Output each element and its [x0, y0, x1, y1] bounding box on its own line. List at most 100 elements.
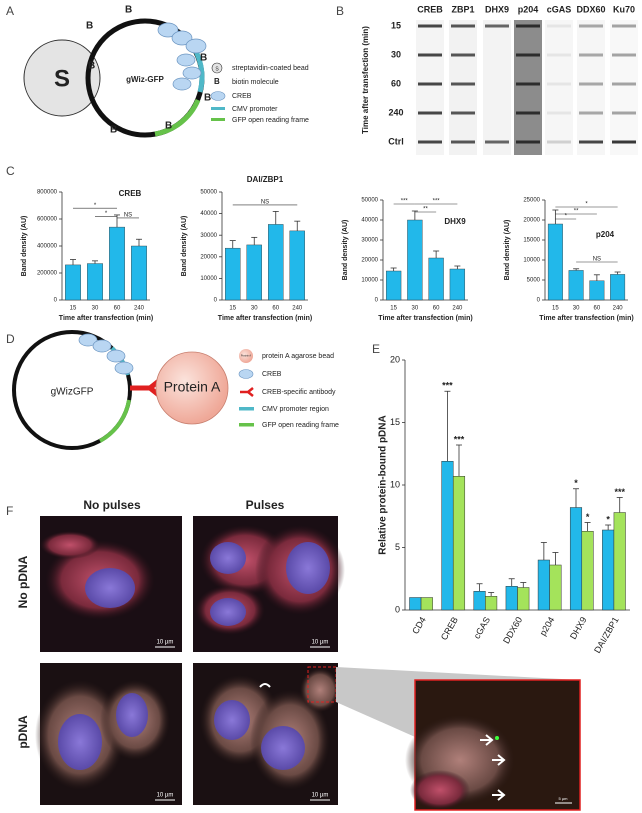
- x-tick-label: 60: [594, 306, 601, 312]
- legend-text: GFP open reading frame: [262, 422, 339, 429]
- significance-label: ***: [614, 487, 625, 497]
- column-header: Pulses: [246, 498, 285, 512]
- micrograph: [40, 516, 182, 652]
- blot-band: [547, 53, 571, 57]
- antibody-icon: [240, 387, 254, 397]
- y-tick-label: 30000: [200, 233, 217, 239]
- blot-row-label: 60: [391, 78, 401, 88]
- y-tick-label: 20000: [361, 258, 378, 264]
- bead-icon-label: Protein A: [241, 355, 251, 358]
- significance-label: ***: [454, 434, 465, 444]
- legend-text: CMV promoter region: [262, 406, 329, 413]
- biotin-label: B: [125, 5, 132, 16]
- y-tick-label: 20000: [200, 254, 217, 260]
- scale-bars: 10 µm 10 µm 10 µm 10 µm: [155, 640, 330, 801]
- y-axis-label: Band density (AU): [181, 216, 188, 277]
- column-header: No pulses: [83, 498, 141, 512]
- x-axis-label: Time after transfection (min): [378, 315, 472, 322]
- blot-band: [418, 82, 442, 86]
- row-header: pDNA: [16, 715, 30, 749]
- y-tick-label: 40000: [200, 211, 217, 217]
- x-tick-label: 15: [552, 306, 559, 312]
- bar: [409, 597, 422, 611]
- y-tick-label: 5000: [527, 278, 541, 284]
- gfp-arc: [98, 399, 131, 443]
- panel-b: Time after transfection (min): [361, 26, 370, 134]
- significance-label: *: [585, 202, 588, 208]
- panel-label: A: [6, 4, 14, 18]
- x-tick-label: 15: [390, 306, 397, 312]
- blot-column-label: DDX60: [576, 4, 605, 14]
- x-tick-label: DHX9: [568, 615, 589, 641]
- bar: [65, 264, 81, 301]
- antibody: [130, 378, 162, 398]
- bar: [613, 512, 626, 611]
- biotin-label: B: [204, 93, 211, 104]
- blot-band: [418, 24, 442, 28]
- gfp-arc: [154, 98, 201, 137]
- blot-row-label: 15: [391, 20, 401, 30]
- bead-icon: [239, 349, 253, 363]
- bar: [569, 507, 583, 611]
- y-tick-label: 30000: [361, 238, 378, 244]
- bar: [441, 461, 454, 611]
- bar: [87, 263, 103, 301]
- y-axis-label: Band density (AU): [342, 220, 349, 281]
- scale-label: 10 µm: [312, 640, 329, 646]
- micrograph: [193, 516, 345, 652]
- blot-strip: [449, 20, 477, 155]
- x-tick-label: p204: [538, 615, 557, 637]
- biotin-labels: B B B B B B B: [86, 5, 211, 136]
- x-tick-label: cGAS: [472, 615, 492, 640]
- biotin-label: B: [110, 125, 117, 136]
- legend-text: CREB: [262, 371, 282, 378]
- y-tick-label: 20000: [523, 218, 540, 224]
- significance-label: **: [574, 209, 579, 215]
- bar: [505, 586, 518, 611]
- x-tick-label: 30: [92, 306, 99, 312]
- y-tick-label: 0: [395, 604, 400, 614]
- biotin-label: B: [86, 21, 93, 32]
- y-axis-label: Band density (AU): [504, 220, 511, 281]
- significance-label: *: [565, 214, 568, 220]
- panel-a: S gWiz-GFP B B B B B B B S streptavidin-…: [23, 5, 309, 138]
- y-tick-label: 0: [375, 298, 379, 304]
- chart-title: p204: [596, 230, 615, 239]
- protein-a-bead: [155, 351, 229, 425]
- y-tick-label: 10000: [523, 258, 540, 264]
- blot-band: [547, 24, 571, 28]
- x-tick-label: 240: [292, 306, 303, 312]
- bar: [452, 476, 466, 611]
- blot-band: [547, 140, 571, 144]
- chart-title: DAI/ZBP1: [247, 175, 284, 184]
- bar: [131, 245, 147, 301]
- y-tick-label: 25000: [523, 198, 540, 204]
- bar: [289, 230, 305, 301]
- gfp-icon: [239, 423, 254, 427]
- x-tick-label: CD4: [410, 615, 428, 636]
- bar: [568, 270, 584, 301]
- bar: [485, 596, 498, 611]
- bar: [385, 270, 402, 301]
- bar: [589, 280, 605, 301]
- blot-strip: [577, 20, 605, 155]
- significance-label: *: [586, 512, 590, 522]
- bar: [428, 257, 444, 301]
- bar: [420, 597, 433, 611]
- blot-band: [418, 53, 442, 57]
- y-tick-label: 10: [390, 479, 400, 489]
- blot-column-label: Ku70: [613, 4, 635, 14]
- bar: [602, 529, 615, 611]
- bar: [246, 244, 262, 301]
- y-tick-label: 5: [395, 542, 400, 552]
- y-axis-label: Relative protein-bound pDNA: [378, 415, 389, 554]
- blot-band: [579, 53, 603, 57]
- bar: [581, 531, 594, 611]
- blot-band: [612, 111, 636, 115]
- y-tick-label: 15000: [523, 238, 540, 244]
- blot-column-label: ZBP1: [451, 4, 474, 14]
- blot-strip: [545, 20, 573, 155]
- biotin-label: B: [200, 53, 207, 64]
- blot-column-label: p204: [518, 4, 539, 14]
- creb-icon: [210, 91, 226, 101]
